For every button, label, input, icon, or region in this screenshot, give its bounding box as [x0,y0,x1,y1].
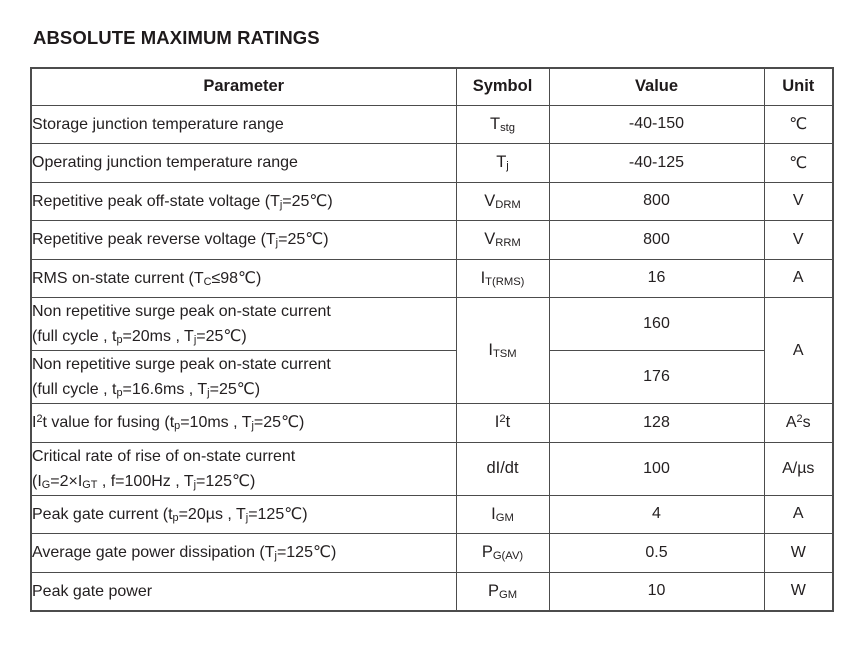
value-cell: 100 [548,441,765,496]
value-cell: -40-125 [548,143,765,183]
unit-cell: A [763,297,834,404]
unit-cell: A [763,494,834,534]
symbol-cell: VRRM [455,220,550,260]
value-cell: 800 [548,181,765,221]
unit-cell: W [763,571,834,611]
parameter-cell: RMS on-state current (TC≤98℃) [30,258,457,298]
row-rms-on-state-current: RMS on-state current (TC≤98℃) IT(RMS) 16… [30,258,834,298]
unit-cell: ℃ [763,104,834,144]
absolute-maximum-ratings-table: Parameter Symbol Value Unit Storage junc… [30,67,834,612]
row-peak-gate-power: Peak gate power PGM 10 W [30,571,834,611]
value-cell: 800 [548,220,765,260]
parameter-cell: I2t value for fusing (tp=10ms , Tj=25℃) [30,403,457,443]
row-operating-junction-temp: Operating junction temperature range Tj … [30,143,834,183]
parameter-cell: Operating junction temperature range [30,143,457,183]
row-peak-gate-current: Peak gate current (tp=20µs , Tj=125℃) IG… [30,494,834,534]
unit-cell: V [763,181,834,221]
unit-cell: A [763,258,834,298]
page-title: ABSOLUTE MAXIMUM RATINGS [33,27,320,48]
symbol-cell: Tstg [455,104,550,144]
symbol-cell: IGM [455,494,550,534]
value-cell: 160 [548,297,765,351]
symbol-cell: dI/dt [455,441,550,496]
value-cell: 10 [548,571,765,611]
symbol-cell: Tj [455,143,550,183]
col-header-symbol: Symbol [455,67,550,106]
table-header-row: Parameter Symbol Value Unit [30,67,834,106]
symbol-cell: PGM [455,571,550,611]
symbol-cell: IT(RMS) [455,258,550,298]
row-avg-gate-power: Average gate power dissipation (Tj=125℃)… [30,533,834,573]
row-surge-current-20ms: Non repetitive surge peak on-state curre… [30,297,834,404]
col-header-unit: Unit [763,67,834,106]
parameter-cell: Average gate power dissipation (Tj=125℃) [30,533,457,573]
symbol-cell: PG(AV) [455,533,550,573]
value-cell: 4 [548,494,765,534]
unit-cell: W [763,533,834,573]
row-repetitive-peak-off-state-voltage: Repetitive peak off-state voltage (Tj=25… [30,181,834,221]
parameter-cell: Peak gate current (tp=20µs , Tj=125℃) [30,494,457,534]
symbol-cell: I2t [455,403,550,443]
parameter-cell: Critical rate of rise of on-state curren… [30,441,457,496]
row-i2t-fusing: I2t value for fusing (tp=10ms , Tj=25℃) … [30,403,834,443]
value-cell: 176 [548,350,765,404]
value-cell: 0.5 [548,533,765,573]
value-cell: 16 [548,258,765,298]
parameter-cell: Peak gate power [30,571,457,611]
row-storage-junction-temp: Storage junction temperature range Tstg … [30,104,834,144]
value-cell: -40-150 [548,104,765,144]
col-header-parameter: Parameter [30,67,457,106]
unit-cell: A2s [763,403,834,443]
symbol-cell: ITSM [455,297,550,404]
symbol-cell: VDRM [455,181,550,221]
unit-cell: A/µs [763,441,834,496]
unit-cell: V [763,220,834,260]
row-di-dt: Critical rate of rise of on-state curren… [30,441,834,496]
col-header-value: Value [548,67,765,106]
parameter-cell: Repetitive peak off-state voltage (Tj=25… [30,181,457,221]
row-repetitive-peak-reverse-voltage: Repetitive peak reverse voltage (Tj=25℃)… [30,220,834,260]
unit-cell: ℃ [763,143,834,183]
parameter-cell: Repetitive peak reverse voltage (Tj=25℃) [30,220,457,260]
parameter-cell: Non repetitive surge peak on-state curre… [30,297,457,351]
row-surge-current-16-6ms: Non repetitive surge peak on-state curre… [30,350,833,404]
value-cell: 128 [548,403,765,443]
parameter-cell: Non repetitive surge peak on-state curre… [30,350,457,404]
parameter-cell: Storage junction temperature range [30,104,457,144]
